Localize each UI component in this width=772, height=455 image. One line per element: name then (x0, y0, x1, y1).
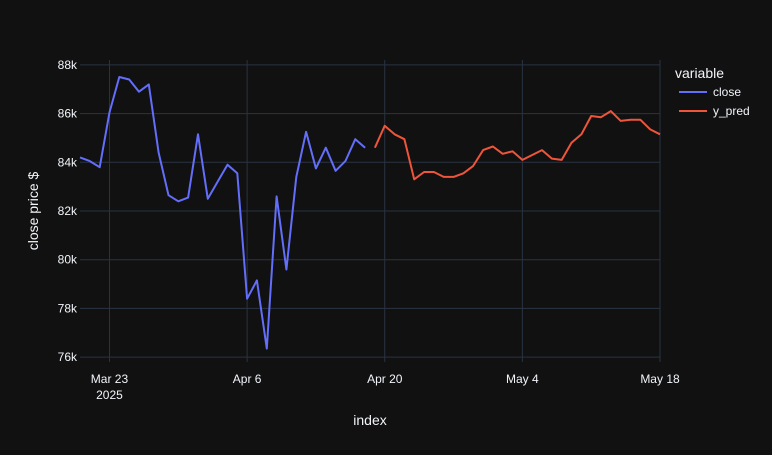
y-axis-title: close price $ (25, 171, 41, 250)
x-tick-label: May 18 (640, 372, 680, 386)
legend-item-close[interactable]: close (679, 85, 741, 99)
legend-label: close (713, 85, 741, 99)
x-tick-label: May 4 (506, 372, 539, 386)
x-tick-sublabel: 2025 (96, 388, 123, 402)
series-lines (79, 76, 661, 350)
legend[interactable]: close y_pred (679, 85, 750, 118)
y-tick-label: 86k (58, 107, 78, 121)
legend-title: variable (675, 65, 724, 81)
y-tick-label: 82k (58, 204, 78, 218)
x-tick-label: Apr 20 (367, 372, 403, 386)
series-line-close[interactable] (79, 76, 366, 350)
x-tick-label: Mar 23 (91, 372, 129, 386)
x-axis-title: index (353, 412, 386, 428)
y-tick-label: 88k (58, 58, 78, 72)
y-tick-label: 80k (58, 253, 78, 267)
y-tick-labels: 76k 78k 80k 82k 84k 86k 88k (58, 58, 78, 364)
series-line-y-pred[interactable] (373, 110, 661, 181)
x-tick-labels: Mar 23 2025 Apr 6 Apr 20 May 4 May 18 (91, 372, 680, 402)
legend-label: y_pred (713, 104, 750, 118)
y-tick-label: 76k (58, 350, 78, 364)
legend-item-y-pred[interactable]: y_pred (679, 104, 750, 118)
y-tick-label: 84k (58, 155, 78, 169)
y-gridlines (80, 64, 660, 358)
y-tick-label: 78k (58, 301, 78, 315)
x-tick-label: Apr 6 (233, 372, 262, 386)
